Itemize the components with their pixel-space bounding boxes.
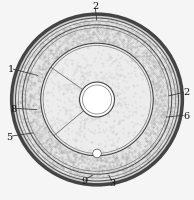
Text: 2: 2 — [92, 2, 98, 11]
Text: 6: 6 — [183, 111, 189, 120]
Circle shape — [12, 15, 182, 185]
Text: 5: 5 — [7, 132, 13, 141]
Circle shape — [93, 149, 101, 158]
Text: 2: 2 — [183, 88, 189, 97]
Circle shape — [80, 83, 114, 117]
Text: 9: 9 — [81, 176, 87, 185]
Text: 1: 1 — [8, 65, 14, 74]
Circle shape — [82, 86, 112, 114]
Text: 8: 8 — [10, 104, 16, 113]
Circle shape — [41, 44, 153, 156]
Text: 3: 3 — [109, 179, 116, 187]
